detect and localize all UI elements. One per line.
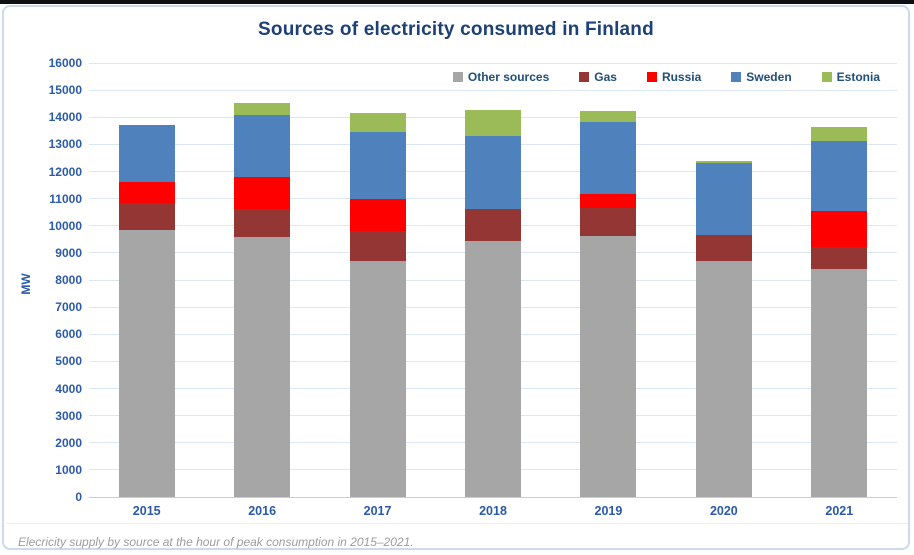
window-top-strip [0, 0, 914, 4]
bar-segment-2017-gas [349, 231, 406, 262]
bar-segment-2021-russia [811, 210, 868, 247]
y-tick-label-16000: 16000 [48, 56, 82, 70]
y-tick-label-4000: 4000 [55, 381, 82, 396]
x-tick-label-2018: 2018 [479, 504, 507, 518]
bar-2016 [234, 63, 291, 497]
plot-area [89, 62, 897, 498]
gridline-16000 [89, 62, 897, 64]
x-tick-label-2017: 2017 [363, 504, 392, 518]
bar-segment-2021-gas [811, 246, 868, 270]
bar-2020 [695, 63, 752, 497]
y-tick-label-6000: 6000 [55, 327, 82, 342]
bar-segment-2020-other-sources [695, 261, 752, 497]
x-tick-label-2020: 2020 [709, 504, 738, 518]
bar-segment-2019-other-sources [580, 235, 637, 497]
chart-caption: Elecricity supply by source at the hour … [18, 535, 414, 549]
bar-2019 [580, 63, 637, 497]
bar-segment-2015-gas [118, 202, 175, 230]
bar-segment-2017-estonia [349, 113, 406, 133]
legend-swatch-icon-gas [579, 72, 590, 82]
y-tick-label-12000: 12000 [48, 164, 82, 179]
x-tick-label-2021: 2021 [825, 504, 854, 518]
legend-swatch-icon-estonia [821, 72, 832, 82]
y-tick-label-5000: 5000 [55, 354, 82, 369]
bar-2015 [118, 63, 175, 497]
bar-segment-2016-sweden [234, 114, 291, 177]
legend-item-estonia: Estonia [821, 70, 880, 84]
bar-segment-2018-other-sources [465, 240, 521, 497]
bar-segment-2020-gas [695, 235, 752, 262]
bar-segment-2021-other-sources [811, 269, 868, 497]
x-tick-label-2019: 2019 [594, 504, 623, 518]
legend-item-other-sources: Other sources [452, 70, 550, 84]
chart-title: Sources of electricity consumed in Finla… [258, 19, 654, 40]
bar-segment-2019-gas [580, 208, 637, 236]
legend-label: Gas [594, 70, 617, 84]
bar-segment-2015-sweden [118, 125, 175, 183]
y-tick-label-2000: 2000 [55, 435, 82, 450]
bar-segment-2018-estonia [465, 110, 521, 137]
legend-swatch-icon-sweden [731, 72, 742, 82]
bar-2021 [811, 63, 868, 497]
bar-segment-2016-other-sources [234, 236, 291, 497]
bar-segment-2019-sweden [580, 121, 637, 195]
legend-item-gas: Gas [579, 70, 617, 84]
legend-label: Other sources [467, 70, 550, 84]
bar-segment-2021-estonia [811, 126, 868, 142]
bar-segment-2019-russia [580, 194, 637, 209]
y-axis-title: MW [19, 273, 33, 295]
legend-swatch-icon-russia [646, 72, 657, 82]
y-tick-label-3000: 3000 [55, 408, 82, 423]
legend-swatch-icon-other-sources [452, 72, 463, 82]
y-tick-label-13000: 13000 [48, 137, 82, 152]
bar-segment-2018-gas [465, 209, 521, 241]
x-tick-label-2015: 2015 [132, 504, 161, 518]
legend: Other sources Gas Russia Sweden Estonia [452, 70, 880, 84]
y-tick-label-7000: 7000 [55, 300, 82, 315]
y-tick-label-14000: 14000 [48, 110, 82, 125]
bar-segment-2020-estonia [695, 160, 752, 164]
gridline-15000 [89, 89, 897, 91]
y-tick-label-0: 0 [75, 490, 82, 504]
y-tick-label-8000: 8000 [55, 273, 82, 287]
y-tick-label-9000: 9000 [55, 245, 82, 260]
bar-segment-2015-other-sources [118, 229, 175, 497]
bar-2017 [349, 63, 406, 497]
y-tick-label-15000: 15000 [48, 83, 82, 98]
bar-2018 [465, 63, 521, 497]
bar-segment-2016-gas [234, 209, 291, 237]
y-tick-label-1000: 1000 [55, 462, 82, 477]
bar-segment-2018-sweden [465, 136, 521, 210]
legend-label: Russia [661, 70, 702, 84]
chart-panel: Sources of electricity consumed in Finla… [2, 5, 910, 550]
legend-item-sweden: Sweden [731, 70, 792, 84]
legend-item-russia: Russia [646, 70, 702, 84]
bar-segment-2020-sweden [695, 163, 752, 236]
bar-segment-2017-russia [349, 198, 406, 232]
bar-segment-2019-estonia [580, 111, 637, 122]
bar-segment-2017-sweden [349, 132, 406, 199]
legend-label: Estonia [836, 70, 880, 84]
bar-segment-2016-estonia [234, 102, 291, 115]
bar-segment-2016-russia [234, 176, 291, 210]
bar-segment-2017-other-sources [349, 261, 406, 497]
gridline-0 [89, 496, 897, 498]
legend-label: Sweden [746, 70, 792, 84]
x-tick-label-2016: 2016 [248, 504, 277, 518]
chart-object-bottom-edge [6, 523, 908, 524]
y-tick-label-11000: 11000 [49, 191, 82, 206]
bar-segment-2021-sweden [811, 141, 868, 211]
y-tick-label-10000: 10000 [48, 218, 82, 233]
bar-segment-2015-russia [118, 182, 175, 203]
